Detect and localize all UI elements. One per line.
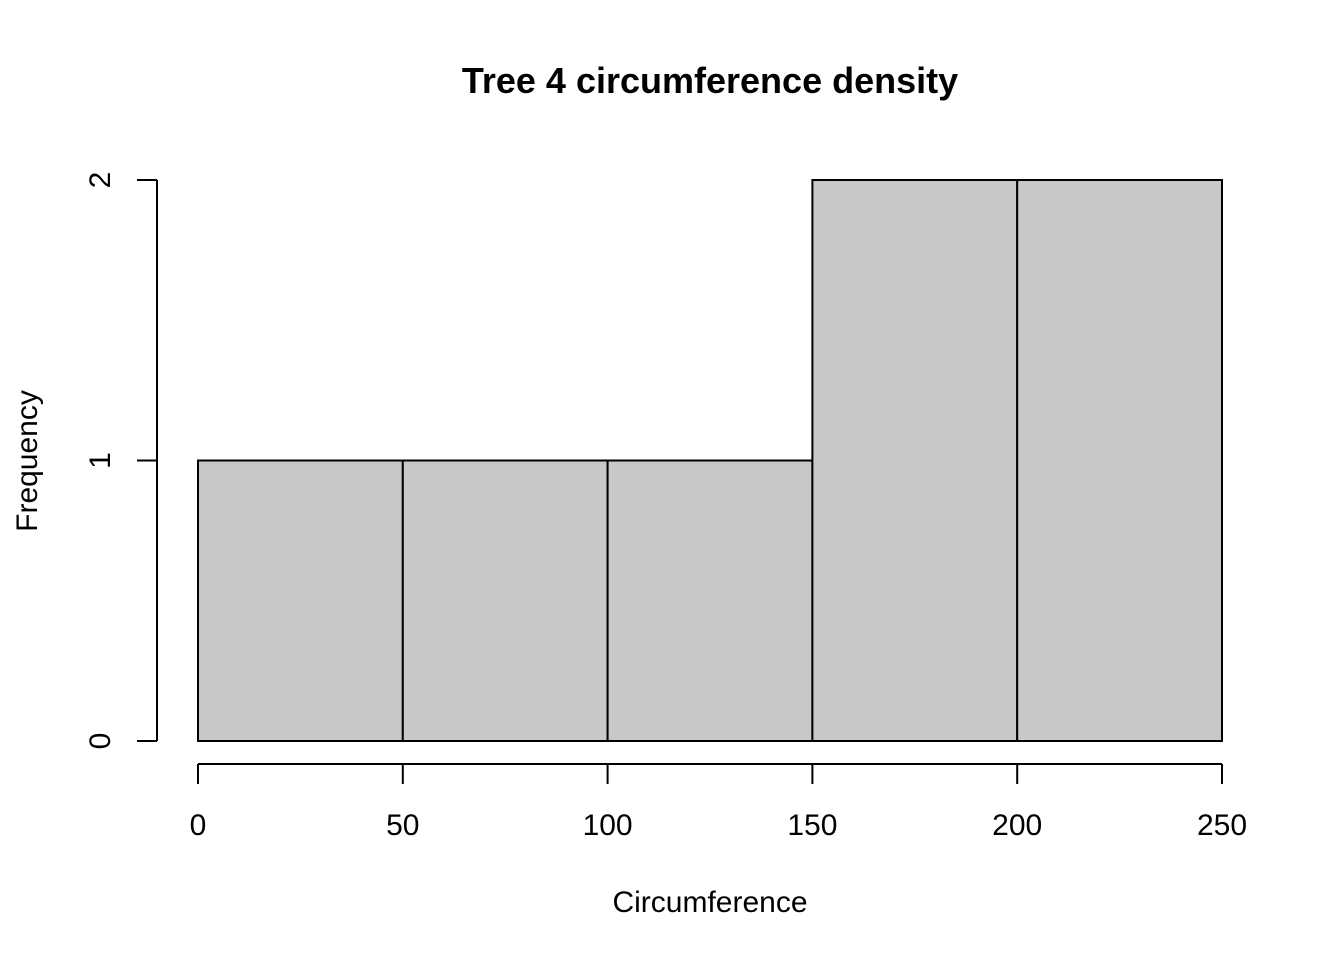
y-tick-label-1: 1 bbox=[84, 452, 117, 469]
x-tick-label-5: 250 bbox=[1197, 809, 1247, 842]
y-axis: 0 1 2 bbox=[84, 172, 158, 750]
chart-title: Tree 4 circumference density bbox=[462, 60, 958, 101]
x-tick-label-0: 0 bbox=[190, 809, 207, 842]
histogram-bar-4 bbox=[1016, 179, 1224, 742]
x-tick-label-2: 100 bbox=[583, 809, 633, 842]
y-tick-label-2: 2 bbox=[84, 172, 117, 189]
x-axis: 0 50 100 150 200 250 bbox=[190, 763, 1247, 842]
histogram-bar-0 bbox=[197, 459, 404, 742]
x-tick-label-3: 150 bbox=[787, 809, 837, 842]
y-axis-label: Frequency bbox=[11, 390, 44, 532]
x-tick-label-1: 50 bbox=[386, 809, 419, 842]
bars-group bbox=[197, 179, 1224, 742]
histogram-bar-3 bbox=[811, 179, 1019, 742]
x-axis-label: Circumference bbox=[612, 886, 807, 919]
histogram-bar-1 bbox=[401, 459, 609, 742]
histogram-bar-2 bbox=[606, 459, 814, 742]
x-tick-label-4: 200 bbox=[992, 809, 1042, 842]
y-tick-label-0: 0 bbox=[84, 733, 117, 750]
